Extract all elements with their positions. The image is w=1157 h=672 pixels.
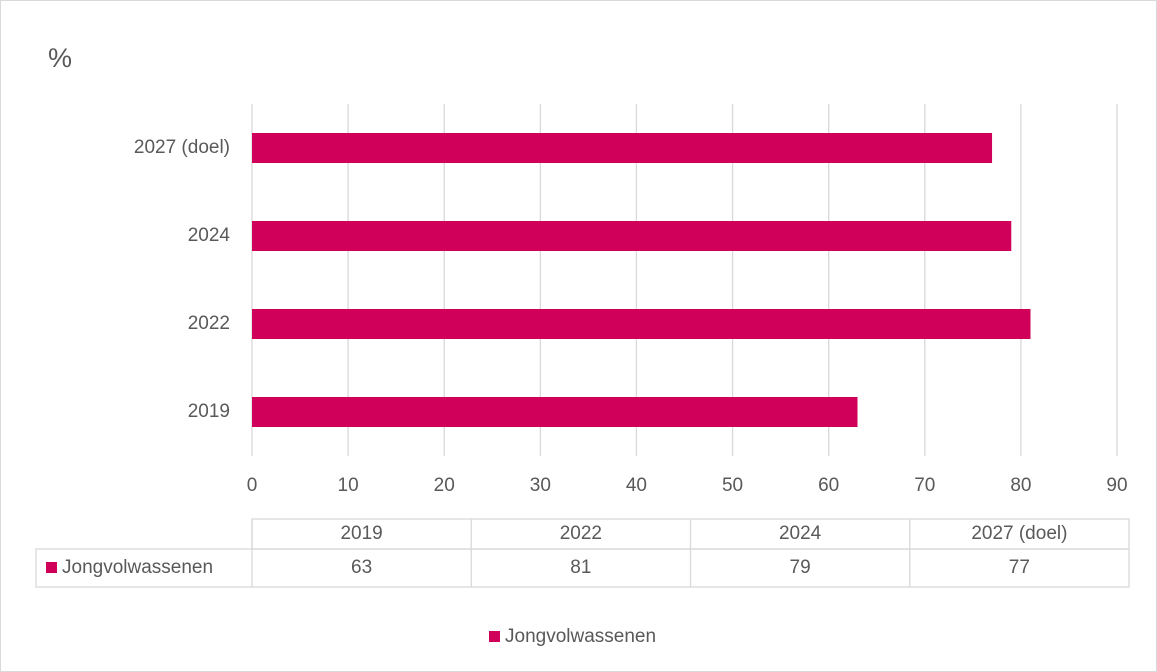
legend-label: Jongvolwassenen: [505, 626, 656, 647]
table-row-label: Jongvolwassenen: [62, 557, 213, 578]
table-border: [35, 548, 1130, 588]
bar: [252, 397, 858, 427]
x-tick-label: 90: [1106, 475, 1127, 496]
table-value: 79: [790, 557, 811, 578]
table-value: 81: [570, 557, 591, 578]
x-tick-label: 70: [914, 475, 935, 496]
x-tick-label: 10: [338, 475, 359, 496]
table-legend-key: [46, 562, 57, 573]
chart-title: %: [48, 43, 72, 73]
table-value: 77: [1009, 557, 1030, 578]
y-tick-label: 2019: [188, 401, 230, 422]
bar: [252, 309, 1031, 339]
y-tick-label: 2027 (doel): [134, 137, 230, 158]
table-header: 2024: [779, 523, 822, 544]
table-header: 2027 (doel): [971, 523, 1067, 544]
x-tick-label: 30: [530, 475, 551, 496]
legend-key: [489, 631, 500, 642]
x-tick-label: 60: [818, 475, 839, 496]
bar: [252, 221, 1012, 251]
x-tick-label: 50: [722, 475, 743, 496]
bar: [252, 133, 993, 163]
table-header: 2022: [560, 523, 602, 544]
x-tick-label: 40: [626, 475, 647, 496]
table-value: 63: [351, 557, 372, 578]
y-tick-label: 2022: [188, 313, 230, 334]
table-header: 2019: [340, 523, 382, 544]
x-tick-label: 20: [434, 475, 455, 496]
y-tick-label: 2024: [188, 225, 231, 246]
x-tick-label: 80: [1010, 475, 1031, 496]
x-tick-label: 0: [247, 475, 258, 496]
